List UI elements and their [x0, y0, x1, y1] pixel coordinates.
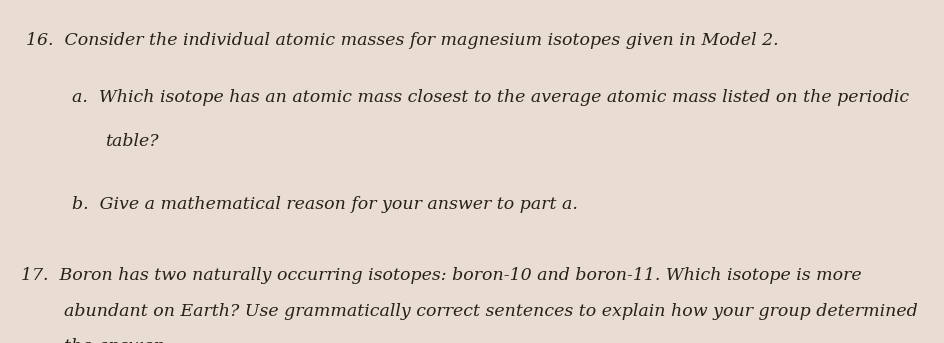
Text: b.  Give a mathematical reason for your answer to part a.: b. Give a mathematical reason for your a…: [72, 197, 577, 213]
Text: the answer.: the answer.: [64, 339, 165, 343]
Text: table?: table?: [105, 133, 159, 150]
Text: a.  Which isotope has an atomic mass closest to the average atomic mass listed o: a. Which isotope has an atomic mass clos…: [72, 89, 908, 106]
Text: 16.  Consider the individual atomic masses for magnesium isotopes given in Model: 16. Consider the individual atomic masse…: [26, 32, 778, 49]
Text: 17.  Boron has two naturally occurring isotopes: boron-10 and boron-11. Which is: 17. Boron has two naturally occurring is…: [21, 268, 860, 284]
Text: abundant on Earth? Use grammatically correct sentences to explain how your group: abundant on Earth? Use grammatically cor…: [64, 303, 917, 320]
